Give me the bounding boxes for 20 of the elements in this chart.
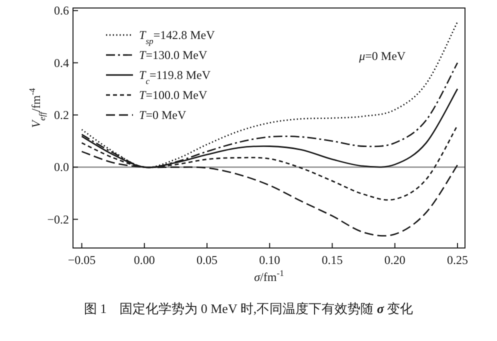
y-tick-label: −0.2 <box>47 212 69 226</box>
x-tick-label: 0.15 <box>322 253 343 267</box>
legend-label: T$_{c}$=119.8 MeV <box>139 68 211 86</box>
x-tick-label: −0.05 <box>68 253 96 267</box>
y-tick-label: 0.4 <box>54 56 69 70</box>
y-tick-label: 0.0 <box>54 160 69 174</box>
x-axis-title: σ/fm$^{-1}$ <box>254 268 284 284</box>
x-tick-label: 0.05 <box>196 253 218 267</box>
legend-label: T=0 MeV <box>139 108 186 122</box>
x-tick-label: 0.25 <box>446 253 468 267</box>
y-tick-label: 0.2 <box>54 108 69 122</box>
x-tick-label: 0.10 <box>259 253 280 267</box>
y-tick-label: 0.6 <box>54 4 69 18</box>
legend-label: T=100.0 MeV <box>139 88 208 102</box>
legend-label: T=130.0 MeV <box>139 48 208 62</box>
legend-label: T$_{sp}$=142.8 MeV <box>139 28 216 46</box>
annotation: μ=0 MeV <box>358 49 406 64</box>
x-tick-label: 0.00 <box>134 253 155 267</box>
x-tick-label: 0.20 <box>384 253 406 267</box>
caption: 图 1 固定化学势为 0 MeV 时,不同温度下有效势随 σ 变化 <box>84 301 414 316</box>
